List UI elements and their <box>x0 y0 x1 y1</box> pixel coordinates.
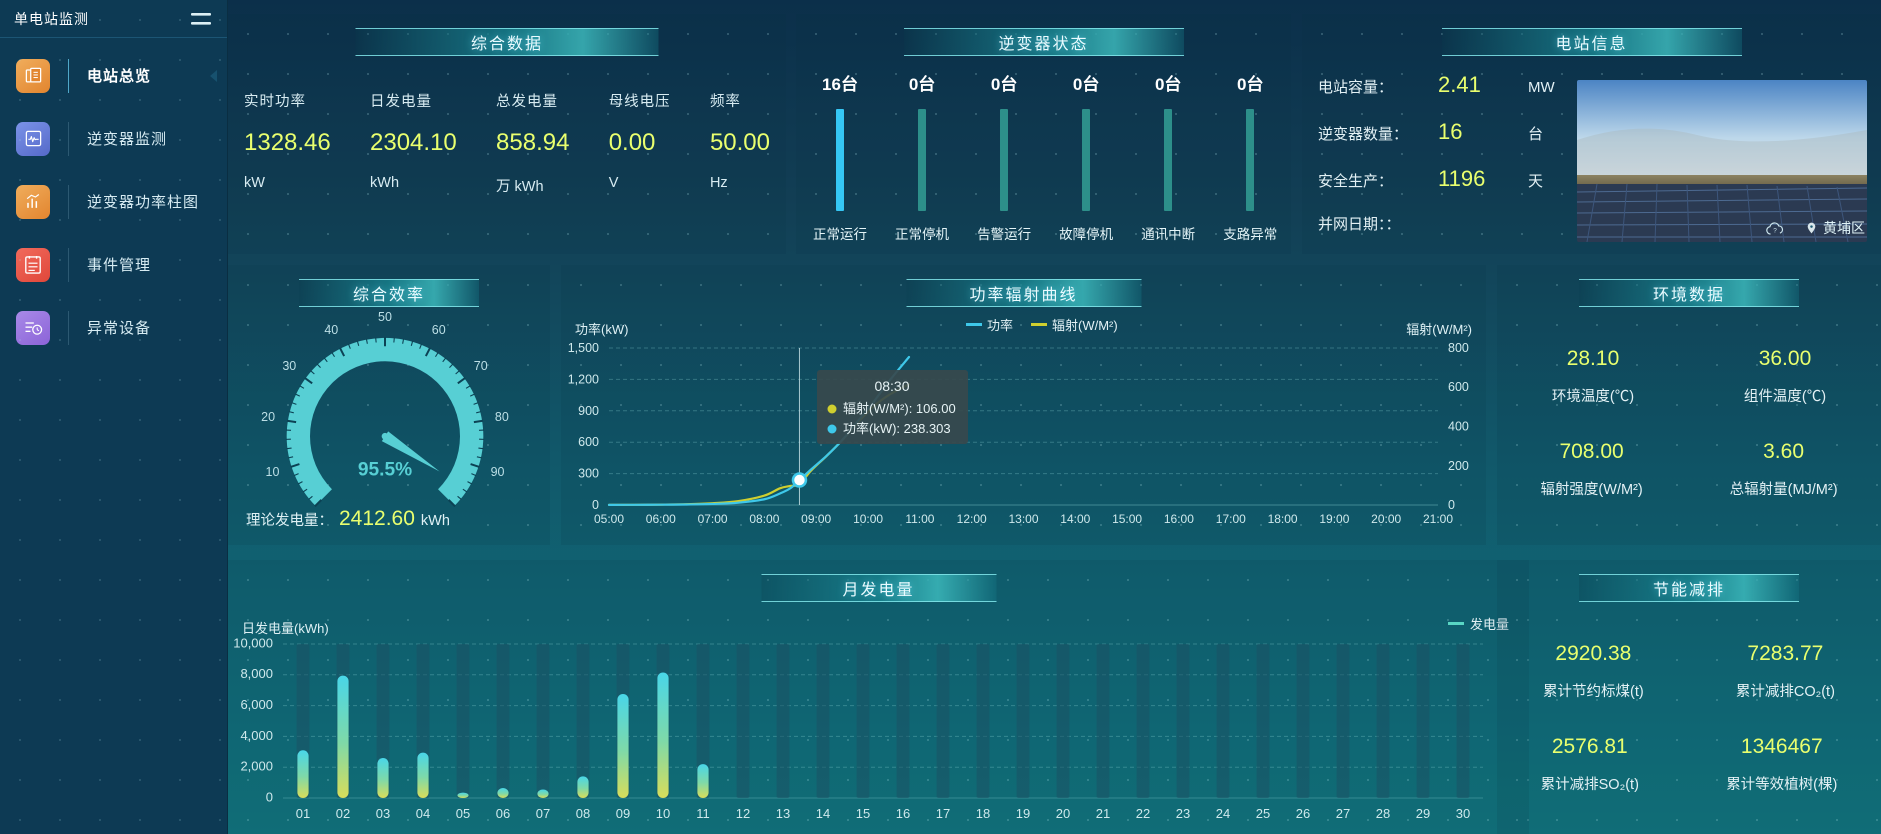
svg-text:0: 0 <box>1448 498 1455 512</box>
svg-text:95.5%: 95.5% <box>358 459 412 480</box>
svg-text:12:00: 12:00 <box>957 512 987 526</box>
svg-text:1,500: 1,500 <box>568 341 599 355</box>
svg-text:13: 13 <box>776 806 790 821</box>
svg-text:17: 17 <box>936 806 950 821</box>
svg-text:14:00: 14:00 <box>1060 512 1090 526</box>
svg-text:01: 01 <box>296 806 310 821</box>
svg-text:27: 27 <box>1336 806 1350 821</box>
svg-text:21:00: 21:00 <box>1423 512 1453 526</box>
svg-text:18: 18 <box>976 806 990 821</box>
svg-text:02: 02 <box>336 806 350 821</box>
svg-text:26: 26 <box>1296 806 1310 821</box>
svg-text:30: 30 <box>1456 806 1470 821</box>
svg-text:24: 24 <box>1216 806 1230 821</box>
svg-text:800: 800 <box>1448 341 1469 355</box>
svg-text:16: 16 <box>896 806 910 821</box>
svg-text:05:00: 05:00 <box>594 512 624 526</box>
svg-text:29: 29 <box>1416 806 1430 821</box>
svg-text:10:00: 10:00 <box>853 512 883 526</box>
svg-text:6,000: 6,000 <box>240 697 273 712</box>
svg-text:07:00: 07:00 <box>698 512 728 526</box>
svg-text:20: 20 <box>1056 806 1070 821</box>
svg-text:09: 09 <box>616 806 630 821</box>
svg-text:12: 12 <box>736 806 750 821</box>
svg-text:80: 80 <box>495 410 509 424</box>
svg-text:600: 600 <box>1448 380 1469 394</box>
svg-text:70: 70 <box>474 359 488 373</box>
svg-text:04: 04 <box>416 806 430 821</box>
svg-text:28: 28 <box>1376 806 1390 821</box>
svg-text:4,000: 4,000 <box>240 728 273 743</box>
svg-text:15: 15 <box>856 806 870 821</box>
svg-text:16:00: 16:00 <box>1164 512 1194 526</box>
svg-text:13:00: 13:00 <box>1008 512 1038 526</box>
svg-text:2,000: 2,000 <box>240 759 273 774</box>
svg-text:?: ? <box>1773 227 1777 234</box>
svg-text:11:00: 11:00 <box>905 512 934 526</box>
svg-text:20: 20 <box>261 410 275 424</box>
svg-text:60: 60 <box>432 323 446 337</box>
svg-text:0: 0 <box>266 789 273 804</box>
svg-text:19:00: 19:00 <box>1319 512 1349 526</box>
svg-text:40: 40 <box>324 323 338 337</box>
svg-text:10,000: 10,000 <box>233 638 273 650</box>
svg-text:功率(kW): 238.303: 功率(kW): 238.303 <box>843 421 951 436</box>
svg-text:23: 23 <box>1176 806 1190 821</box>
svg-text:10: 10 <box>266 465 280 479</box>
svg-text:400: 400 <box>1448 420 1469 434</box>
svg-text:90: 90 <box>491 465 505 479</box>
svg-text:600: 600 <box>578 435 599 449</box>
svg-text:15:00: 15:00 <box>1112 512 1142 526</box>
svg-text:18:00: 18:00 <box>1268 512 1298 526</box>
svg-text:21: 21 <box>1096 806 1110 821</box>
svg-text:200: 200 <box>1448 459 1469 473</box>
svg-text:08:30: 08:30 <box>874 378 909 394</box>
svg-text:19: 19 <box>1016 806 1030 821</box>
svg-text:300: 300 <box>578 467 599 481</box>
svg-text:10: 10 <box>656 806 670 821</box>
svg-text:25: 25 <box>1256 806 1270 821</box>
svg-text:50: 50 <box>378 311 392 324</box>
svg-text:30: 30 <box>282 359 296 373</box>
svg-text:900: 900 <box>578 404 599 418</box>
svg-text:20:00: 20:00 <box>1371 512 1401 526</box>
svg-text:1,200: 1,200 <box>568 372 599 386</box>
svg-text:08: 08 <box>576 806 590 821</box>
svg-text:辐射(W/M²): 106.00: 辐射(W/M²): 106.00 <box>843 401 956 416</box>
svg-text:07: 07 <box>536 806 550 821</box>
svg-text:06: 06 <box>496 806 510 821</box>
svg-text:08:00: 08:00 <box>749 512 779 526</box>
svg-text:22: 22 <box>1136 806 1150 821</box>
svg-text:11: 11 <box>696 806 710 821</box>
svg-text:09:00: 09:00 <box>801 512 831 526</box>
svg-text:0: 0 <box>592 498 599 512</box>
svg-text:05: 05 <box>456 806 470 821</box>
svg-text:14: 14 <box>816 806 830 821</box>
svg-text:06:00: 06:00 <box>646 512 676 526</box>
svg-text:8,000: 8,000 <box>240 666 273 681</box>
svg-text:17:00: 17:00 <box>1216 512 1246 526</box>
svg-text:03: 03 <box>376 806 390 821</box>
svg-text:100: 100 <box>458 512 479 514</box>
